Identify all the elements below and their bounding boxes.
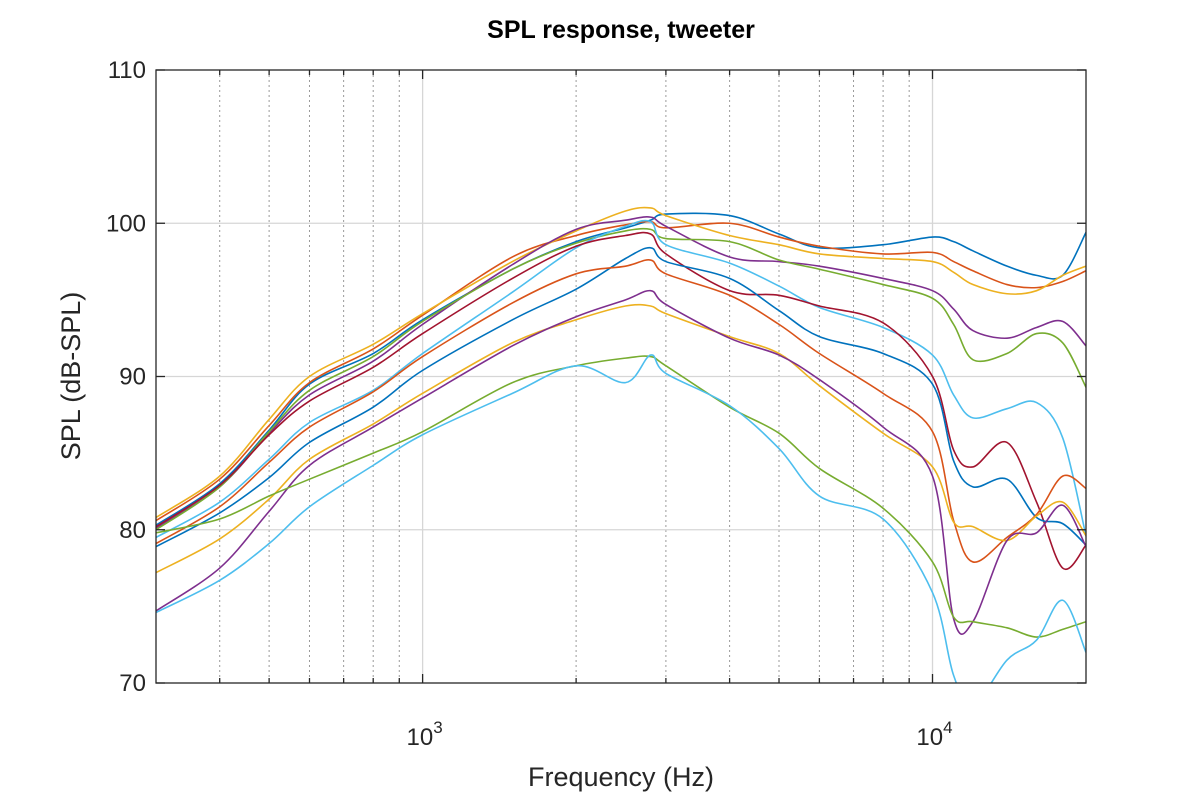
series-line-12 bbox=[156, 355, 1086, 638]
chart-title: SPL response, tweeter bbox=[487, 16, 755, 44]
y-tick-label: 80 bbox=[119, 517, 146, 544]
series-line-4 bbox=[156, 216, 1086, 530]
series-line-7 bbox=[156, 231, 1086, 571]
y-tick-label: 70 bbox=[119, 670, 146, 697]
series-group bbox=[156, 206, 1086, 683]
x-tick-label: 104 bbox=[916, 718, 952, 751]
series-line-3 bbox=[156, 206, 1086, 519]
series-line-11 bbox=[156, 289, 1086, 635]
grid bbox=[156, 70, 1086, 683]
series-line-8 bbox=[156, 246, 1086, 548]
y-tick-label: 100 bbox=[106, 210, 146, 237]
y-tick-label: 110 bbox=[108, 57, 146, 84]
series-line-1 bbox=[156, 212, 1086, 526]
x-axis-label: Frequency (Hz) bbox=[528, 762, 714, 792]
ticks: 70 80 90 100 110 103 104 bbox=[106, 57, 1086, 751]
series-line-5 bbox=[156, 227, 1086, 531]
y-axis-label: SPL (dB-SPL) bbox=[56, 292, 86, 461]
series-line-6 bbox=[156, 219, 1086, 539]
y-tick-label: 90 bbox=[119, 364, 146, 391]
series-line-10 bbox=[156, 303, 1086, 574]
x-tick-label: 103 bbox=[407, 718, 443, 751]
series-line-2 bbox=[156, 220, 1086, 522]
series-line-13 bbox=[156, 354, 1086, 683]
series-line-9 bbox=[156, 259, 1086, 563]
